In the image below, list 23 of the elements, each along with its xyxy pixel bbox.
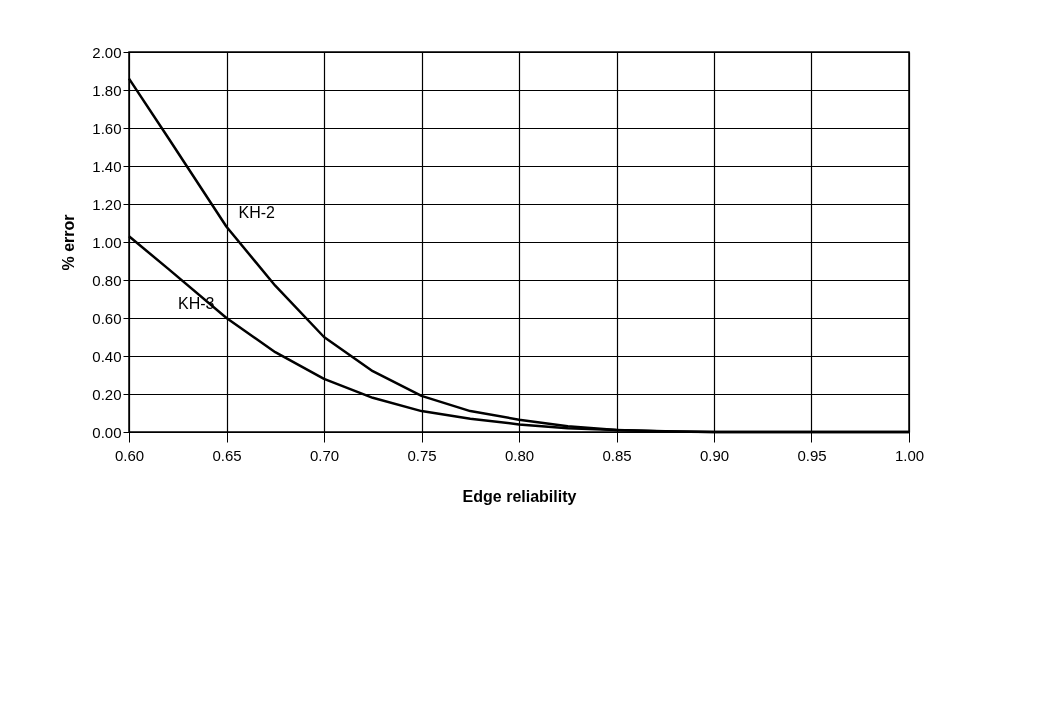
x-tick-label: 0.70	[309, 446, 340, 464]
y-tick-label: 0.40	[92, 347, 122, 365]
x-tick-label: 0.85	[602, 446, 632, 464]
y-tick-label: 1.20	[92, 195, 122, 213]
y-tick-label: 1.40	[92, 157, 122, 175]
y-tick-label: 2.00	[92, 43, 122, 61]
y-tick-label: 0.20	[92, 385, 122, 403]
x-tick-label: 0.80	[504, 446, 535, 464]
x-tick-label: 0.65	[212, 446, 242, 464]
series-label: KH-2	[238, 203, 276, 221]
x-tick-label: 0.60	[114, 446, 145, 464]
y-tick-label: 1.60	[92, 119, 122, 137]
y-tick-label: 0.80	[92, 271, 122, 289]
x-tick-label: 1.00	[894, 446, 925, 464]
x-tick-label: 0.75	[407, 446, 437, 464]
y-tick-label: 0.60	[92, 309, 122, 327]
y-tick-label: 1.00	[92, 233, 122, 251]
x-tick-label: 0.90	[699, 446, 730, 464]
x-axis-title: Edge reliability	[462, 487, 577, 505]
y-tick-label: 1.80	[92, 81, 122, 99]
y-tick-label: 0.00	[92, 423, 122, 441]
x-tick-label: 0.95	[797, 446, 827, 464]
y-axis-title: % error	[60, 214, 78, 271]
